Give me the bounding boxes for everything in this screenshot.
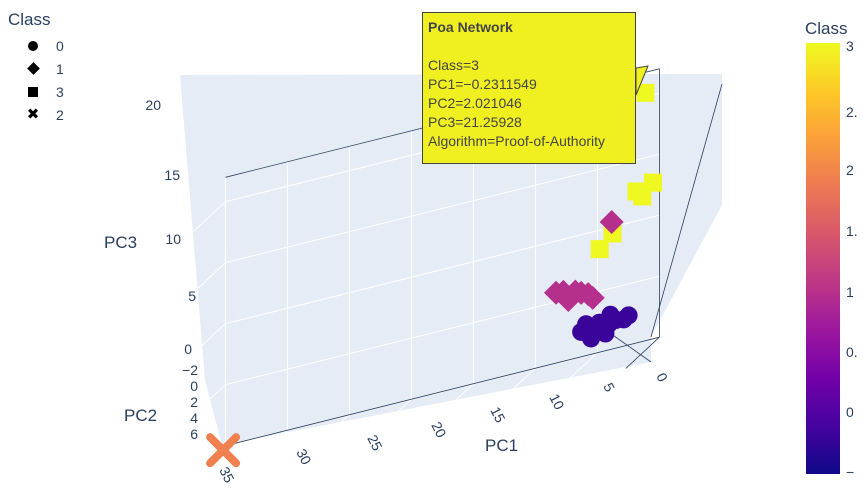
colorbar-tick-label: 1. [846,223,858,239]
legend-item-label: 0 [56,37,64,54]
tick-label: 35 [216,464,237,485]
legend-item-class-1[interactable]: 1 [8,57,64,80]
hover-algorithm: Algorithm=Proof-of-Authority [428,133,606,149]
axis-line [650,83,723,338]
marker-class-1[interactable] [551,279,576,304]
tick-label: 30 [293,446,314,467]
legend-title: Class [8,10,51,29]
tick-label: 15 [487,404,508,425]
marker-class-3[interactable] [636,83,655,102]
legend-item-label: 3 [56,83,64,100]
marker-class-0[interactable] [599,315,618,334]
marker-class-1[interactable] [599,210,624,235]
grid-line [191,384,226,417]
tick-label: 20 [145,97,161,113]
circle-icon [26,39,40,53]
tick-label: 4 [190,410,198,426]
tick-label: 0 [190,378,198,394]
pc3-axis-title: PC3 [104,233,137,252]
marker-class-0[interactable] [619,306,638,325]
data-markers[interactable] [206,83,662,468]
hover-pc2: PC2=2.021046 [428,95,522,111]
marker-class-3[interactable] [644,173,662,192]
colorbar-gradient [806,43,840,474]
legend: Class 0 1 3 ✖ 2 [8,10,64,126]
grid-line [439,383,474,416]
tick-label: 20 [428,419,449,440]
hover-pc3: PC3=21.25928 [428,114,522,130]
tick-label: 6 [190,426,198,442]
tick-label: 25 [364,432,385,453]
colorbar-tick-label: − [846,464,854,480]
tick-label: 5 [188,288,196,304]
legend-item-label: 2 [56,106,64,123]
grid-line [225,153,660,264]
floor-plane [222,300,651,445]
grid-line [191,323,226,356]
square-icon [26,85,40,99]
legend-item-class-0[interactable]: 0 [8,34,64,57]
hover-class: Class=3 [428,57,479,73]
grid-line [191,201,226,234]
hover-tooltip: Poa Network Class=3 PC1=−0.2311549 PC2=2… [422,12,636,164]
colorbar-tick-label: 2 [846,162,854,178]
grid-line [315,414,350,447]
legend-item-class-3[interactable]: 3 [8,80,64,103]
x-icon: ✖ [26,105,40,123]
colorbar-tick-label: 0 [846,404,854,420]
marker-class-3[interactable] [633,187,652,206]
grid-line [191,262,226,295]
hover-pc1: PC1=−0.2311549 [428,76,537,92]
tick-label: 15 [164,167,180,183]
tick-label: −2 [182,362,198,378]
colorbar-tick-label: 0. [846,344,858,360]
marker-class-0[interactable] [583,325,602,344]
grid-line [253,429,288,462]
pc2-axis-title: PC2 [124,406,157,425]
tick-label: 10 [546,391,567,412]
colorbar: 3 2. 2 1. 1 0. 0 − [806,38,858,480]
colorbar-tick-label: 3 [846,38,854,54]
grid-line [563,352,598,385]
grid-line [377,398,412,431]
axis-line [625,336,660,369]
tick-label: 2 [190,394,198,410]
pc1-axis-title: PC1 [485,436,518,455]
grid-line [225,214,660,325]
tick-label: 0 [184,341,192,357]
marker-class-1[interactable] [580,285,605,310]
pc3-tick-labels: 0 5 10 15 20 [145,97,196,357]
legend-item-class-2[interactable]: ✖ 2 [8,103,64,126]
colorbar-title: Class [805,19,848,38]
colorbar-tick-label: 1 [846,284,854,300]
legend-item-label: 1 [56,60,64,77]
marker-class-2[interactable] [206,433,241,468]
hover-connector [635,65,649,96]
marker-class-3[interactable] [590,240,609,259]
colorbar-tick-labels: 3 2. 2 1. 1 0. 0 − [846,38,858,480]
axis-line [225,336,660,447]
tick-label: 5 [600,380,618,394]
tick-label: 0 [653,370,671,384]
colorbar-tick-label: 2. [846,104,858,120]
diamond-icon [26,62,40,76]
grid-line [501,367,536,400]
tick-label: 10 [165,231,181,247]
hover-title: Poa Network [428,19,513,35]
